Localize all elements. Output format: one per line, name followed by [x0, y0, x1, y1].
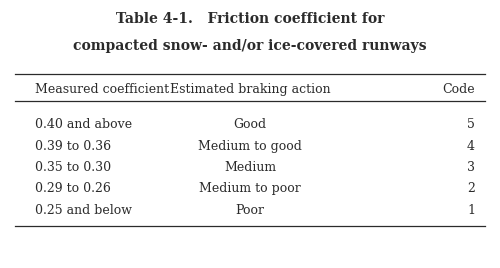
Text: Code: Code	[442, 83, 475, 96]
Text: Poor: Poor	[236, 204, 264, 217]
Text: Medium to poor: Medium to poor	[199, 183, 301, 195]
Text: 0.40 and above: 0.40 and above	[35, 118, 132, 131]
Text: Estimated braking action: Estimated braking action	[170, 83, 330, 96]
Text: 0.39 to 0.36: 0.39 to 0.36	[35, 140, 111, 152]
Text: 0.25 and below: 0.25 and below	[35, 204, 132, 217]
Text: Measured coefficient: Measured coefficient	[35, 83, 169, 96]
Text: 2: 2	[467, 183, 475, 195]
Text: Medium: Medium	[224, 161, 276, 174]
Text: 5: 5	[467, 118, 475, 131]
Text: 0.29 to 0.26: 0.29 to 0.26	[35, 183, 111, 195]
Text: Medium to good: Medium to good	[198, 140, 302, 152]
Text: Good: Good	[234, 118, 266, 131]
Text: Table 4-1.   Friction coefficient for: Table 4-1. Friction coefficient for	[116, 12, 384, 26]
Text: 4: 4	[467, 140, 475, 152]
Text: 1: 1	[467, 204, 475, 217]
Text: compacted snow- and/or ice-covered runways: compacted snow- and/or ice-covered runwa…	[73, 39, 427, 53]
Text: 3: 3	[467, 161, 475, 174]
Text: 0.35 to 0.30: 0.35 to 0.30	[35, 161, 111, 174]
